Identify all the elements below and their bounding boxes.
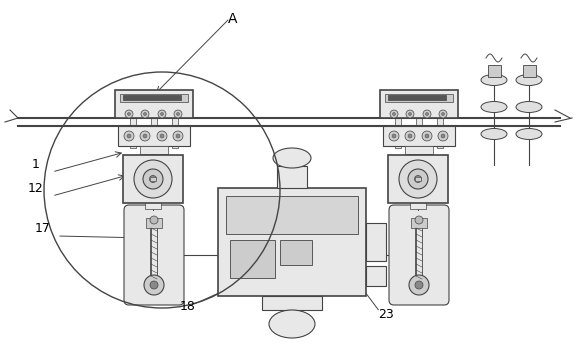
Ellipse shape bbox=[269, 310, 315, 338]
Bar bbox=[130, 118, 136, 148]
Circle shape bbox=[425, 134, 429, 138]
Circle shape bbox=[150, 175, 157, 183]
Ellipse shape bbox=[273, 148, 311, 168]
Circle shape bbox=[409, 275, 429, 295]
Circle shape bbox=[415, 281, 423, 289]
Circle shape bbox=[390, 110, 398, 118]
Circle shape bbox=[405, 131, 415, 141]
Ellipse shape bbox=[481, 74, 507, 86]
Bar bbox=[151, 118, 157, 148]
Bar bbox=[172, 118, 178, 148]
Circle shape bbox=[439, 110, 447, 118]
Bar bbox=[366, 223, 386, 261]
Bar bbox=[120, 94, 188, 102]
Circle shape bbox=[425, 113, 428, 115]
Circle shape bbox=[140, 131, 150, 141]
Bar bbox=[226, 196, 358, 234]
Text: A: A bbox=[228, 12, 238, 26]
Circle shape bbox=[143, 169, 163, 189]
Circle shape bbox=[144, 275, 164, 295]
Circle shape bbox=[422, 131, 432, 141]
Circle shape bbox=[399, 160, 437, 198]
Circle shape bbox=[161, 113, 164, 115]
Circle shape bbox=[158, 110, 166, 118]
Circle shape bbox=[134, 160, 172, 198]
Circle shape bbox=[143, 134, 147, 138]
Circle shape bbox=[128, 113, 131, 115]
Circle shape bbox=[392, 134, 396, 138]
Circle shape bbox=[176, 134, 180, 138]
Bar bbox=[140, 146, 168, 154]
Bar bbox=[385, 94, 453, 102]
Ellipse shape bbox=[481, 129, 507, 139]
Circle shape bbox=[438, 131, 448, 141]
Circle shape bbox=[408, 169, 428, 189]
Text: 17: 17 bbox=[35, 222, 51, 235]
Bar bbox=[523, 65, 536, 77]
Circle shape bbox=[157, 131, 167, 141]
FancyBboxPatch shape bbox=[124, 205, 184, 305]
Circle shape bbox=[408, 134, 412, 138]
Bar bbox=[118, 126, 190, 146]
Circle shape bbox=[389, 131, 399, 141]
Circle shape bbox=[414, 175, 421, 183]
Ellipse shape bbox=[516, 102, 542, 113]
Bar bbox=[416, 118, 422, 148]
Ellipse shape bbox=[481, 102, 507, 113]
Circle shape bbox=[174, 110, 182, 118]
Bar bbox=[395, 118, 401, 148]
Circle shape bbox=[173, 131, 183, 141]
Text: 23: 23 bbox=[378, 308, 394, 321]
Ellipse shape bbox=[516, 74, 542, 86]
Bar bbox=[410, 203, 426, 209]
Bar bbox=[123, 155, 183, 203]
Bar bbox=[411, 218, 427, 228]
Circle shape bbox=[423, 110, 431, 118]
Bar bbox=[123, 95, 181, 100]
FancyBboxPatch shape bbox=[389, 205, 449, 305]
Circle shape bbox=[406, 110, 414, 118]
Circle shape bbox=[442, 113, 444, 115]
Bar bbox=[280, 240, 312, 265]
Ellipse shape bbox=[516, 129, 542, 139]
Bar bbox=[415, 177, 421, 181]
Circle shape bbox=[150, 216, 158, 224]
Text: 12: 12 bbox=[28, 182, 44, 195]
Text: 18: 18 bbox=[180, 300, 196, 313]
Bar bbox=[277, 166, 307, 188]
Bar bbox=[366, 266, 386, 286]
Bar bbox=[488, 65, 501, 77]
Bar bbox=[405, 146, 433, 154]
Bar bbox=[383, 126, 455, 146]
Circle shape bbox=[150, 281, 158, 289]
Bar bbox=[150, 177, 156, 181]
Circle shape bbox=[143, 113, 146, 115]
Circle shape bbox=[392, 113, 395, 115]
Bar bbox=[230, 240, 275, 278]
Bar bbox=[437, 118, 443, 148]
Bar bbox=[146, 218, 162, 228]
Bar bbox=[262, 296, 322, 310]
Bar bbox=[218, 188, 366, 296]
Circle shape bbox=[409, 113, 412, 115]
Circle shape bbox=[125, 110, 133, 118]
Text: 1: 1 bbox=[32, 158, 40, 171]
Circle shape bbox=[415, 216, 423, 224]
Circle shape bbox=[160, 134, 164, 138]
Circle shape bbox=[441, 134, 445, 138]
Circle shape bbox=[176, 113, 180, 115]
Bar bbox=[388, 95, 446, 100]
Circle shape bbox=[141, 110, 149, 118]
Circle shape bbox=[124, 131, 134, 141]
Bar bbox=[388, 155, 448, 203]
Bar bbox=[380, 90, 458, 118]
Bar bbox=[115, 90, 193, 118]
Circle shape bbox=[127, 134, 131, 138]
Bar bbox=[145, 203, 161, 209]
